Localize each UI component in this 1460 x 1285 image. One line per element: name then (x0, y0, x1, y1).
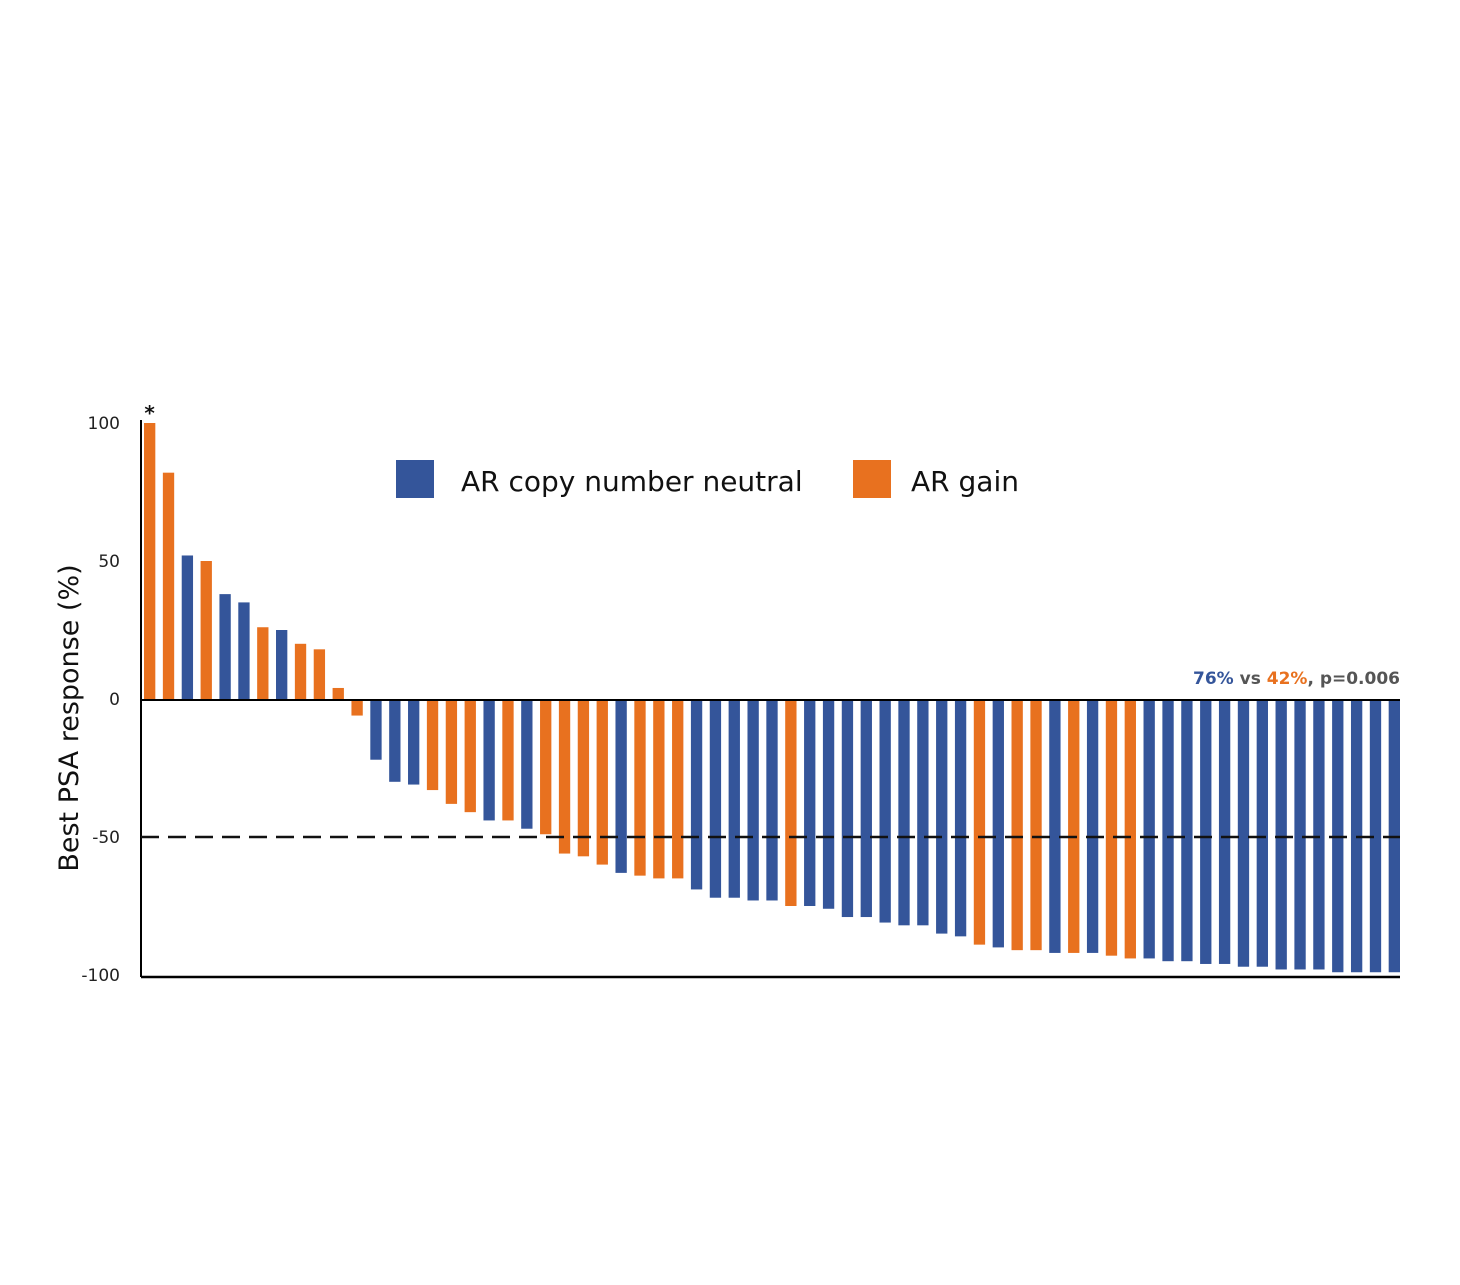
bar-43-neutral (936, 699, 948, 934)
bar-39-neutral (860, 699, 872, 918)
legend-swatch-gain (853, 460, 891, 498)
y-tick-label: -100 (81, 966, 120, 986)
bar-5-neutral (219, 594, 231, 699)
bar-17-gain (445, 699, 458, 804)
bar-36-neutral (804, 699, 816, 906)
annotation-pvalue: , p=0.006 (1307, 669, 1400, 689)
bar-63-neutral (1313, 699, 1325, 970)
y-tick-label: 50 (98, 552, 120, 572)
first-bar-marker: * (144, 401, 155, 425)
bar-56-neutral (1181, 699, 1193, 962)
bar-8-neutral (276, 630, 288, 699)
bar-7-gain (257, 627, 269, 699)
bar-9-gain (294, 643, 307, 699)
bar-31-neutral (709, 699, 722, 898)
bar-33-neutral (747, 699, 759, 901)
bar-48-gain (1030, 699, 1042, 951)
legend-label-gain: AR gain (911, 465, 1019, 498)
annotation-gain-pct: 42% (1267, 669, 1308, 689)
bar-23-gain (558, 699, 571, 854)
bar-30-neutral (690, 699, 703, 890)
y-ticks: 100 50 0 -50 -100 (81, 414, 120, 986)
bar-6-neutral (238, 602, 250, 699)
bar-35-gain (785, 699, 797, 906)
bar-26-neutral (615, 699, 627, 873)
bar-38-neutral (841, 699, 854, 918)
bar-49-neutral (1049, 699, 1061, 953)
bar-55-neutral (1162, 699, 1174, 962)
bar-50-gain (1068, 699, 1080, 953)
bar-32-neutral (728, 699, 740, 898)
bar-27-gain (634, 699, 646, 876)
bar-16-gain (426, 699, 439, 791)
bar-60-neutral (1256, 699, 1268, 967)
bar-53-gain (1124, 699, 1136, 959)
legend-swatch-neutral (396, 460, 434, 498)
bar-34-neutral (766, 699, 778, 901)
bar-62-neutral (1294, 699, 1306, 970)
bar-29-gain (672, 699, 684, 879)
bar-10-gain (313, 649, 326, 699)
bar-40-neutral (879, 699, 891, 923)
bar-18-gain (464, 699, 476, 813)
bar-15-neutral (408, 699, 420, 785)
legend: AR copy number neutral AR gain (396, 460, 1019, 498)
y-axis-label: Best PSA response (%) (54, 564, 85, 871)
bar-54-neutral (1143, 699, 1155, 959)
annotation-vs: vs (1234, 669, 1267, 689)
bar-2-gain (162, 472, 175, 699)
bar-12-gain (351, 699, 363, 716)
bar-47-gain (1011, 699, 1023, 951)
response-rate-annotation: 76% vs 42%, p=0.006 (1193, 669, 1400, 689)
bar-19-neutral (483, 699, 495, 821)
bar-41-neutral (898, 699, 910, 926)
bar-42-neutral (917, 699, 929, 926)
bar-46-neutral (992, 699, 1004, 948)
bar-51-neutral (1086, 699, 1099, 953)
bar-61-neutral (1275, 699, 1287, 970)
y-tick-label: -50 (92, 828, 120, 848)
bar-65-neutral (1350, 699, 1363, 973)
bar-67-neutral (1388, 699, 1400, 973)
bar-14-neutral (389, 699, 401, 782)
bar-21-neutral (521, 699, 533, 829)
legend-label-neutral: AR copy number neutral (461, 465, 803, 498)
bar-28-gain (653, 699, 665, 879)
bar-20-gain (502, 699, 514, 821)
bar-1-gain (144, 423, 156, 699)
bar-64-neutral (1332, 699, 1344, 973)
bar-45-gain (973, 699, 986, 945)
bar-24-gain (577, 699, 590, 857)
bar-58-neutral (1218, 699, 1231, 964)
bars-layer (144, 423, 1400, 973)
y-tick-label: 0 (109, 690, 120, 710)
bar-52-gain (1105, 699, 1118, 956)
bar-11-gain (332, 687, 344, 699)
bar-44-neutral (954, 699, 967, 937)
bar-66-neutral (1369, 699, 1382, 973)
bar-4-gain (200, 561, 212, 699)
bar-57-neutral (1200, 699, 1212, 964)
bar-25-gain (596, 699, 608, 865)
bar-37-neutral (822, 699, 835, 909)
bar-59-neutral (1237, 699, 1250, 967)
bar-13-neutral (370, 699, 382, 760)
bar-22-gain (540, 699, 552, 835)
y-tick-label: 100 (88, 414, 120, 434)
annotation-neutral-pct: 76% (1193, 669, 1234, 689)
bar-3-neutral (181, 555, 194, 699)
